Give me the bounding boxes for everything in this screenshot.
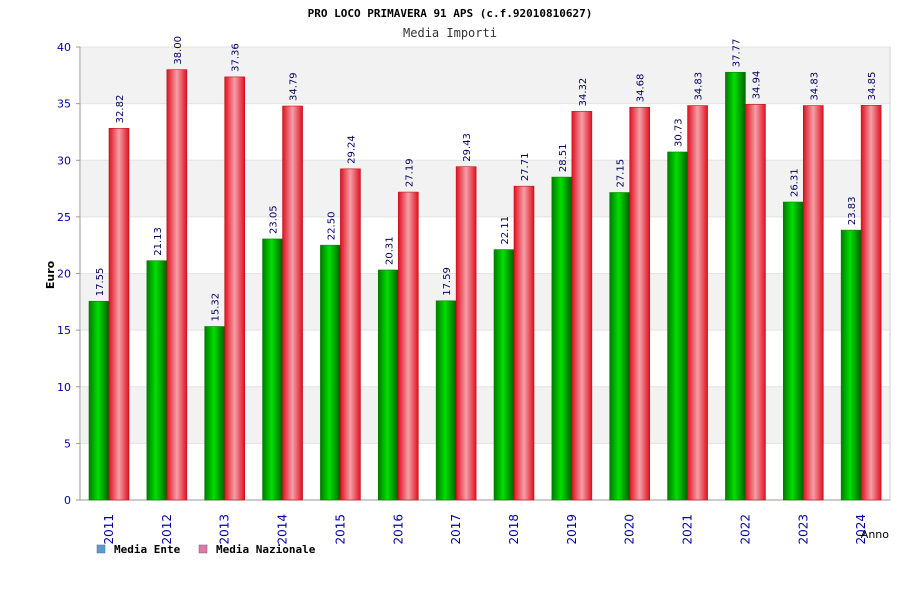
bar-label-media-ente: 23.83 — [847, 196, 858, 225]
y-tick-label: 10 — [57, 381, 71, 394]
x-tick-label: 2024 — [854, 514, 868, 545]
plot-band — [81, 386, 889, 444]
bar-label-media-ente: 28.51 — [558, 143, 569, 172]
bar-media-nazionale — [340, 168, 361, 501]
legend-label: Media Nazionale — [216, 543, 316, 556]
bar-media-ente — [725, 71, 746, 501]
bar-label-media-ente: 22.50 — [326, 212, 337, 241]
bar-media-nazionale — [687, 105, 708, 501]
bar-label-media-ente: 21.13 — [153, 227, 164, 256]
bar-label-media-nazionale: 32.82 — [115, 95, 126, 124]
bar-media-ente — [840, 229, 862, 501]
y-tick-label: 30 — [57, 154, 71, 167]
bar-media-nazionale — [282, 105, 303, 501]
bar-label-media-ente: 26.31 — [789, 168, 800, 197]
bar-label-media-nazionale: 34.83 — [809, 72, 820, 101]
y-tick-label: 15 — [57, 324, 71, 337]
y-tick-label: 20 — [57, 268, 71, 281]
x-tick-label: 2011 — [102, 514, 116, 545]
bar-label-media-nazionale: 29.24 — [346, 135, 357, 164]
bar-label-media-ente: 30.73 — [674, 118, 685, 147]
bar-label-media-ente: 37.77 — [731, 39, 742, 68]
bar-media-nazionale — [108, 128, 130, 501]
bar-media-nazionale — [745, 104, 766, 501]
legend-item-media-nazionale: Media Nazionale — [198, 543, 316, 556]
bar-label-media-nazionale: 27.71 — [520, 153, 531, 182]
bar-media-nazionale — [397, 191, 419, 501]
y-tick-label: 40 — [57, 41, 71, 54]
x-tick-label: 2022 — [738, 514, 752, 545]
plot-band — [81, 160, 889, 217]
legend-item-media-ente: Media Ente — [96, 543, 181, 556]
bar-label-media-nazionale: 34.68 — [636, 74, 647, 103]
bar-media-nazionale — [860, 105, 882, 501]
bar-media-ente — [88, 300, 110, 501]
bar-label-media-ente: 20.31 — [384, 236, 395, 265]
y-tick-label: 5 — [64, 437, 71, 450]
bar-media-ente — [262, 238, 283, 501]
legend-label: Media Ente — [114, 543, 181, 556]
bar-media-nazionale — [629, 106, 651, 501]
bar-label-media-nazionale: 38.00 — [173, 36, 184, 65]
bar-media-nazionale — [455, 166, 477, 501]
legend: Media Ente Media Nazionale — [96, 543, 316, 556]
bar-label-media-nazionale: 29.43 — [462, 133, 473, 162]
bar-media-ente — [609, 192, 631, 501]
plot-band — [81, 47, 889, 104]
bar-label-media-nazionale: 27.19 — [404, 158, 415, 187]
y-axis-label: Euro — [44, 260, 57, 289]
x-tick-label: 2023 — [796, 514, 810, 545]
bar-media-ente — [551, 176, 573, 501]
bar-label-media-nazionale: 34.83 — [694, 72, 705, 101]
bar-media-nazionale — [166, 69, 188, 501]
bar-labels: 17.55 32.82 21.13 38.00 15.32 37.36 23.05 34.79… — [95, 36, 878, 321]
y-tick-label: 35 — [57, 98, 71, 111]
legend-swatch — [198, 544, 208, 554]
y-tick-label: 0 — [64, 494, 71, 507]
x-tick-label: 2014 — [276, 514, 290, 545]
bar-media-ente — [493, 249, 515, 501]
x-tick-label: 2013 — [218, 514, 232, 545]
y-tick-label: 25 — [57, 211, 71, 224]
bar-media-ente — [320, 244, 341, 501]
bar-label-media-nazionale: 34.94 — [751, 71, 762, 100]
bar-label-media-ente: 27.15 — [616, 159, 627, 188]
bar-label-media-ente: 15.32 — [211, 293, 222, 322]
bars — [88, 69, 882, 501]
x-axis-label: Anno — [861, 528, 889, 541]
chart-subtitle: Media Importi — [403, 26, 497, 40]
bar-media-nazionale — [224, 76, 246, 501]
x-tick-label: 2015 — [333, 514, 347, 545]
bar-media-ente — [377, 269, 399, 501]
x-tick-label: 2020 — [623, 514, 637, 545]
bar-label-media-ente: 23.05 — [269, 205, 280, 234]
bar-label-media-nazionale: 34.85 — [867, 72, 878, 101]
bar-label-media-nazionale: 34.32 — [578, 78, 589, 107]
bar-media-ente — [435, 300, 457, 501]
bar-label-media-nazionale: 34.79 — [289, 72, 300, 101]
bar-label-media-ente: 17.55 — [95, 268, 106, 297]
x-tick-label: 2012 — [160, 514, 174, 545]
bar-label-media-ente: 22.11 — [500, 216, 511, 245]
x-tick-label: 2021 — [681, 514, 695, 545]
bar-media-nazionale — [513, 185, 535, 501]
x-tick-label: 2019 — [565, 514, 579, 545]
x-axis: 2011 2012 2013 2014 2015 2016 2017 2018 2019 2020… — [102, 514, 868, 545]
bar-media-ente — [146, 260, 168, 501]
plot-band — [81, 273, 889, 331]
bar-media-nazionale — [571, 111, 593, 501]
x-tick-label: 2017 — [449, 514, 463, 545]
bar-label-media-ente: 17.59 — [442, 267, 453, 296]
bar-media-ente — [667, 151, 688, 501]
bar-media-ente — [204, 326, 226, 501]
x-tick-label: 2016 — [391, 514, 405, 545]
bar-label-media-nazionale: 37.36 — [231, 43, 242, 72]
chart-title: PRO LOCO PRIMAVERA 91 APS (c.f.920108106… — [308, 7, 593, 20]
x-tick-label: 2018 — [507, 514, 521, 545]
bar-media-nazionale — [802, 105, 824, 501]
bar-media-ente — [782, 201, 804, 501]
legend-swatch — [96, 544, 106, 554]
